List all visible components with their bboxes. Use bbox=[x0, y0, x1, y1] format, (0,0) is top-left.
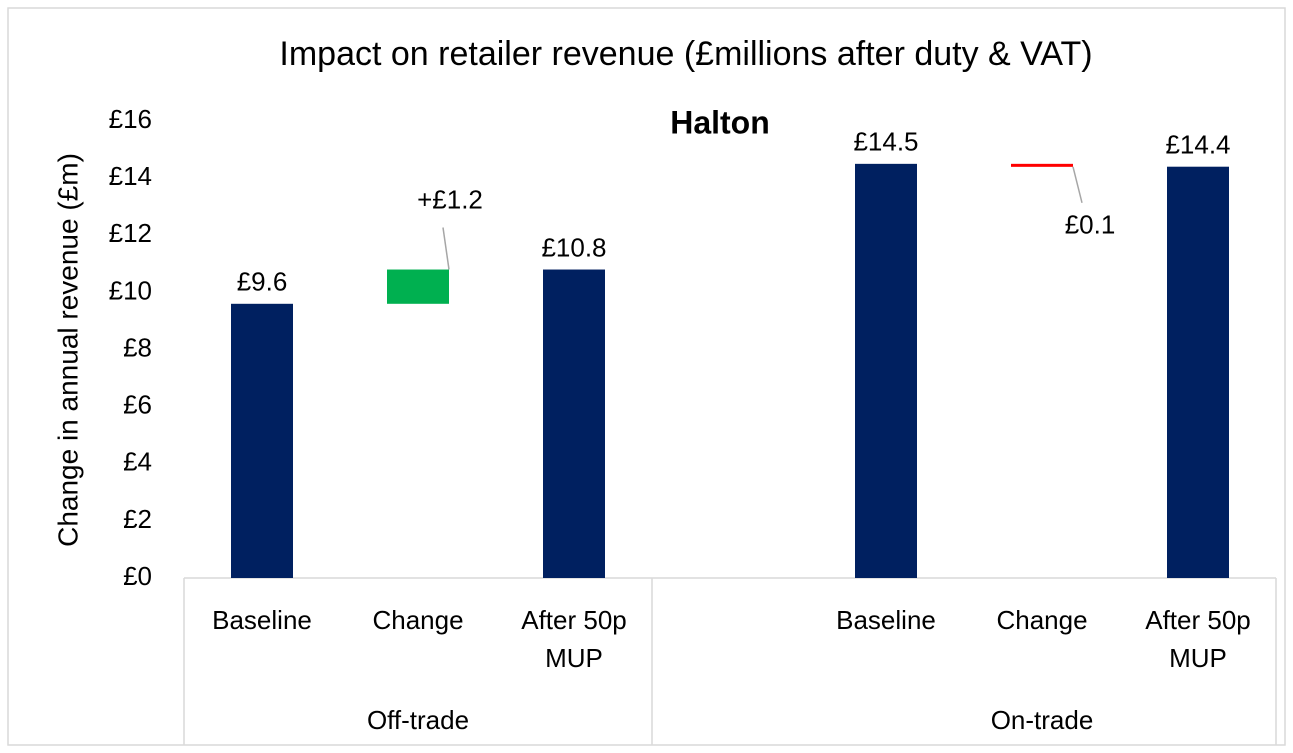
y-tick-label: £2 bbox=[123, 504, 152, 534]
bar bbox=[231, 303, 293, 578]
chart-frame bbox=[7, 7, 1286, 746]
y-tick-label: £8 bbox=[123, 332, 152, 362]
y-tick-label: £6 bbox=[123, 390, 152, 420]
y-tick-label: £12 bbox=[109, 218, 152, 248]
y-tick-label: £14 bbox=[109, 161, 152, 191]
data-label: £10.8 bbox=[541, 232, 606, 262]
data-label: £14.5 bbox=[853, 127, 918, 157]
data-label: +£1.2 bbox=[417, 184, 483, 214]
bar bbox=[855, 163, 917, 578]
bar bbox=[1011, 163, 1073, 167]
x-tick-label: After 50p MUP bbox=[1145, 605, 1251, 673]
x-tick-label: Baseline bbox=[836, 605, 936, 635]
bar bbox=[1167, 166, 1229, 578]
data-label: £0.1 bbox=[1065, 210, 1116, 240]
data-label: £9.6 bbox=[237, 267, 288, 297]
leader-line bbox=[1072, 166, 1083, 204]
x-tick-label: Baseline bbox=[212, 605, 312, 635]
bar bbox=[543, 269, 605, 578]
bar bbox=[387, 269, 449, 304]
y-tick-label: £10 bbox=[109, 275, 152, 305]
group-label: Off-trade bbox=[367, 705, 469, 735]
group-label: On-trade bbox=[991, 705, 1094, 735]
x-tick-label: Change bbox=[372, 605, 463, 635]
x-tick-label: After 50p MUP bbox=[521, 605, 627, 673]
y-tick-label: £4 bbox=[123, 447, 152, 477]
leader-line bbox=[442, 227, 450, 270]
y-tick-label: £0 bbox=[123, 561, 152, 591]
y-axis-label: Change in annual revenue (£m) bbox=[52, 153, 83, 547]
y-tick-label: £16 bbox=[109, 104, 152, 134]
chart-title: Impact on retailer revenue (£millions af… bbox=[279, 35, 1092, 73]
chart-subtitle: Halton bbox=[670, 104, 770, 140]
x-tick-label: Change bbox=[996, 605, 1087, 635]
data-label: £14.4 bbox=[1165, 130, 1230, 160]
